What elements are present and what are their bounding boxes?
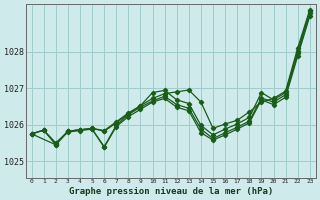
- X-axis label: Graphe pression niveau de la mer (hPa): Graphe pression niveau de la mer (hPa): [68, 187, 273, 196]
